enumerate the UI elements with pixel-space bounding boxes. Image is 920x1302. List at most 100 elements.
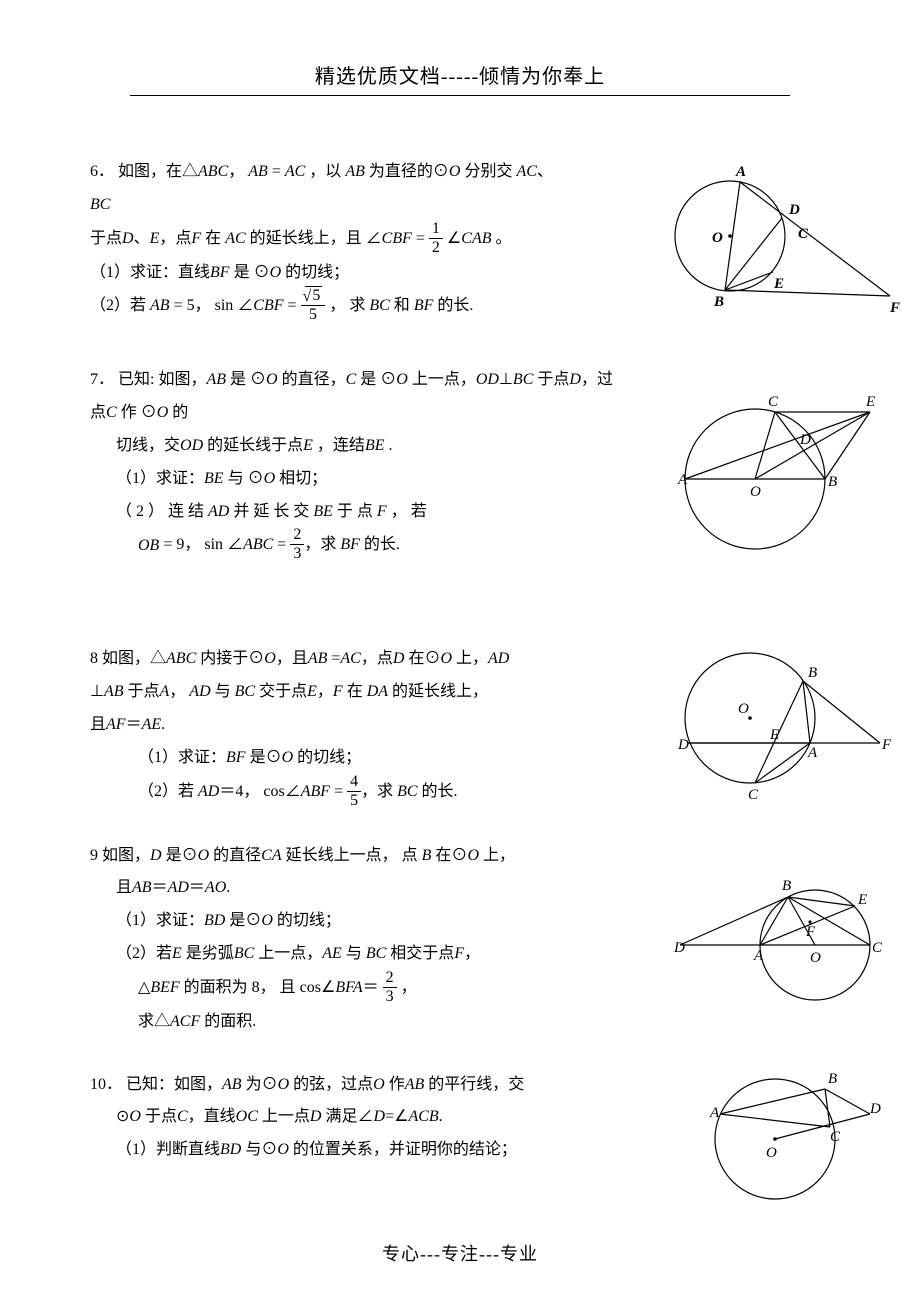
t: CA [261,847,281,864]
t: ＝ [126,716,142,733]
t: 的长. [418,783,458,800]
t: O [282,749,294,766]
t: （1）求证： [90,749,226,766]
t: 如图，在△ [118,163,198,180]
t: . [384,437,392,454]
t: O [373,1076,385,1093]
t: AB [222,1076,242,1093]
t: E [303,437,313,454]
t: 是⊙ [246,749,282,766]
t: OD [180,437,203,454]
t: ABC [243,537,273,554]
t: ∠ [321,979,335,996]
t: B [422,847,432,864]
svg-text:E: E [773,276,784,292]
t: 如图，△ [98,650,166,667]
problem-10: 10． 已知：如图，AB 为⊙O 的弦，过点O 作AB 的平行线，交 ⊙O 于点… [90,1069,830,1167]
svg-text:O: O [750,484,761,500]
t: ，直线 [188,1108,236,1125]
t: 的 [168,404,188,421]
svg-text:E: E [769,727,779,743]
t: O [264,650,276,667]
svg-text:E: E [865,394,875,410]
t: sin [204,537,227,554]
t: BE [365,437,385,454]
svg-text:O: O [738,701,749,717]
svg-text:A: A [735,164,746,180]
t: AC [340,650,360,667]
t: ，以 [305,163,341,180]
t: 是 ⊙ [230,264,270,281]
t: （2）若 [90,945,172,962]
t: sin [215,298,234,315]
t: 的直径， [278,371,346,388]
t: ， [397,979,417,996]
t: 上， [452,650,488,667]
t: （1）求证：直线 [90,264,210,281]
t: = 5 [170,298,195,315]
t: ，点 [159,230,191,247]
t: D [310,1108,322,1125]
page-footer: 专心---专注---专业 [0,1240,920,1266]
t: （2）若 [90,783,198,800]
t: AB [248,163,268,180]
t: 求△ [90,1013,170,1030]
t: ∠ [285,783,301,800]
t: ， 若 [387,503,427,520]
p8-num: 8 [90,650,98,667]
t: ACB [408,1108,438,1125]
t: C [346,371,357,388]
t: 上， [479,847,515,864]
svg-text:C: C [748,787,759,803]
t: 是 ⊙ [226,371,266,388]
svg-text:B: B [828,1071,837,1087]
t: AB [405,1076,425,1093]
t: A [160,683,170,700]
figure-p9: D A O C B E F [660,870,900,1033]
t: C [106,404,117,421]
t: D [393,650,405,667]
t: 交于点 [255,683,307,700]
t: BF [210,264,230,281]
t: ABF [301,783,330,800]
frac-2-3: 23 [290,527,304,562]
t: ＝ [152,879,168,896]
t: F [454,945,464,962]
t: 延长线上一点， 点 [282,847,422,864]
svg-text:D: D [799,432,811,448]
t: O [277,1141,289,1158]
t: D [374,1108,386,1125]
t: AB [308,650,328,667]
t: 的长. [433,298,473,315]
t: ∠ [366,230,382,247]
t: D [122,230,134,247]
problem-7: 7． 已知: 如图，AB 是 ⊙O 的直径，C 是 ⊙O 上一点，OD⊥BC 于… [90,364,830,563]
t: O [440,650,452,667]
t: BF [226,749,246,766]
svg-text:O: O [810,950,821,966]
t: 是劣弧 [182,945,234,962]
t: . [439,1108,443,1125]
t: ， [228,163,244,180]
t: 与 ⊙ [224,470,264,487]
t: ，连结 [313,437,365,454]
problem-8: 8 如图，△ABC 内接于⊙O，且AB =AC，点D 在⊙O 上，AD ⊥AB … [90,643,830,809]
t: 在⊙ [431,847,467,864]
t: ，求 [304,537,340,554]
t: D [569,371,581,388]
t: BC [366,945,386,962]
t: BC [513,371,533,388]
t: 如图， [98,847,150,864]
t: 、 [134,230,150,247]
t: OB [90,537,159,554]
t: AC [285,163,305,180]
t: ， [317,683,333,700]
t: 相交于点 [386,945,454,962]
t: D [150,847,162,864]
t: C [177,1108,188,1125]
t: 切线，交 [90,437,180,454]
svg-text:B: B [713,294,724,310]
p6-num: 6． [90,163,114,180]
t: 与 [342,945,366,962]
t: AF [106,716,126,733]
